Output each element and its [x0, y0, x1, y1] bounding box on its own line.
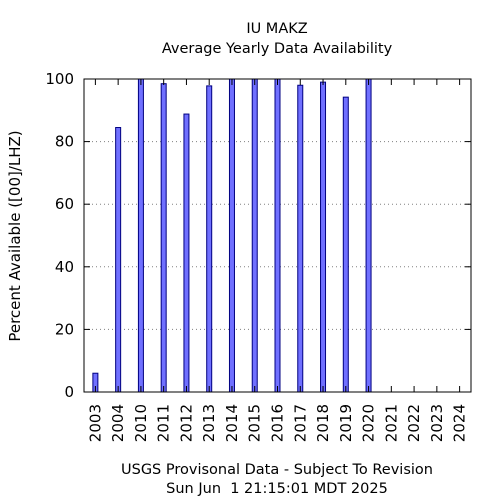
x-tick-label: 2020 [360, 404, 378, 442]
y-tick-label: 20 [55, 320, 74, 338]
x-tick-label: 2023 [428, 404, 446, 442]
x-tick-label: 2010 [132, 404, 150, 442]
bar [320, 81, 327, 393]
bar [251, 78, 258, 393]
y-tick-label: 40 [55, 258, 74, 276]
x-tick-label: 2014 [223, 404, 241, 442]
chart-subtitle: Average Yearly Data Availability [162, 41, 393, 57]
x-tick-label: 2004 [109, 404, 127, 442]
bar [137, 78, 144, 393]
x-tick-label: 2003 [86, 404, 104, 442]
y-tick-label: 0 [64, 383, 74, 401]
chart-title: IU MAKZ [246, 21, 307, 37]
bars [92, 78, 372, 393]
x-tick-label: 2011 [155, 404, 173, 442]
y-tick-label: 60 [55, 195, 74, 213]
bar [274, 78, 281, 393]
x-tick-label: 2022 [405, 404, 423, 442]
footer-disclaimer: USGS Provisonal Data - Subject To Revisi… [121, 462, 433, 478]
bar [206, 85, 213, 393]
bar [342, 96, 349, 393]
bar [115, 127, 122, 393]
x-tick-label: 2012 [177, 404, 195, 442]
footer-timestamp: Sun Jun 1 21:15:01 MDT 2025 [166, 481, 388, 497]
x-tick-label: 2015 [246, 404, 264, 442]
bar [228, 78, 235, 393]
x-tick-label: 2021 [382, 404, 400, 442]
x-tick-label: 2019 [337, 404, 355, 442]
y-axis-label: Percent Available ([00]/LHZ) [6, 130, 24, 341]
bar [297, 84, 304, 393]
y-axis-ticks: 0 20 40 60 80 100 [45, 70, 471, 401]
x-axis-ticks: 2003 2004 2010 2011 2012 2013 2014 2015 2016 2017… [86, 79, 469, 442]
bar [183, 113, 190, 393]
x-tick-label: 2024 [451, 404, 469, 442]
bar [160, 83, 167, 393]
y-tick-label: 100 [45, 70, 74, 88]
x-tick-label: 2016 [269, 404, 287, 442]
y-tick-label: 80 [55, 133, 74, 151]
x-tick-label: 2018 [314, 404, 332, 442]
x-tick-label: 2013 [200, 404, 218, 442]
bar [365, 78, 372, 393]
x-tick-label: 2017 [291, 404, 309, 442]
